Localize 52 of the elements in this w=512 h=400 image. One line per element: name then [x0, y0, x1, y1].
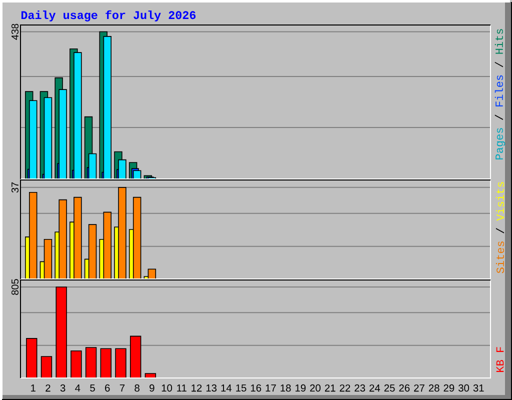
x-tick-label: 14 — [221, 384, 232, 392]
x-tick-label: 31 — [473, 384, 484, 392]
y-tick-label: 805 — [11, 279, 19, 295]
x-tick-label: 27 — [414, 384, 424, 392]
text: / — [496, 228, 504, 234]
text: KB F — [496, 347, 504, 372]
bar — [100, 348, 112, 378]
y-tick-label: 37 — [11, 182, 19, 193]
x-tick-label: 19 — [296, 384, 306, 392]
x-tick-label: 20 — [310, 384, 321, 392]
x-tick-label: 5 — [90, 384, 95, 392]
bar — [70, 350, 82, 378]
text: Hits — [494, 29, 503, 54]
text: Files — [494, 75, 503, 106]
chart-title: Daily usage for July 2026 — [21, 10, 196, 22]
text: Pages — [496, 128, 506, 160]
text: Visits — [496, 182, 504, 221]
x-tick-label: 30 — [458, 384, 470, 392]
x-tick-label: 15 — [236, 384, 246, 392]
x-tick-label: 11 — [177, 384, 186, 392]
x-tick-label: 16 — [250, 384, 262, 392]
x-tick-label: 21 — [324, 384, 336, 392]
y-tick-label: 438 — [11, 24, 19, 40]
x-tick-label: 12 — [192, 384, 202, 392]
x-tick-label: 7 — [120, 384, 125, 392]
bar — [85, 347, 97, 378]
x-tick-label: 6 — [105, 384, 110, 392]
x-tick-label: 10 — [162, 384, 172, 392]
bar — [115, 348, 126, 378]
x-tick-label: 23 — [354, 384, 366, 392]
x-tick-label: 24 — [370, 384, 380, 392]
x-tick-label: 29 — [444, 384, 454, 392]
x-tick-label: 3 — [60, 384, 66, 392]
x-tick-label: 17 — [266, 384, 276, 392]
text: / — [494, 62, 503, 68]
x-tick-label: 28 — [428, 384, 440, 392]
x-tick-label: 13 — [206, 384, 217, 392]
bar — [40, 356, 52, 378]
x-tick-label: 2 — [46, 384, 50, 392]
bar — [26, 338, 38, 378]
x-tick-label: 1 — [31, 384, 36, 392]
x-tick-label: 22 — [340, 384, 350, 392]
bar — [56, 286, 67, 378]
x-tick-label: 9 — [150, 384, 154, 392]
x-tick-label: 8 — [134, 384, 140, 392]
bar — [130, 336, 142, 378]
text: Sites — [496, 242, 504, 274]
x-tick-label: 4 — [75, 384, 80, 392]
text: / — [494, 114, 503, 120]
x-tick-label: 26 — [399, 384, 410, 392]
x-tick-label: 18 — [280, 384, 291, 392]
x-tick-label: 25 — [384, 384, 395, 392]
